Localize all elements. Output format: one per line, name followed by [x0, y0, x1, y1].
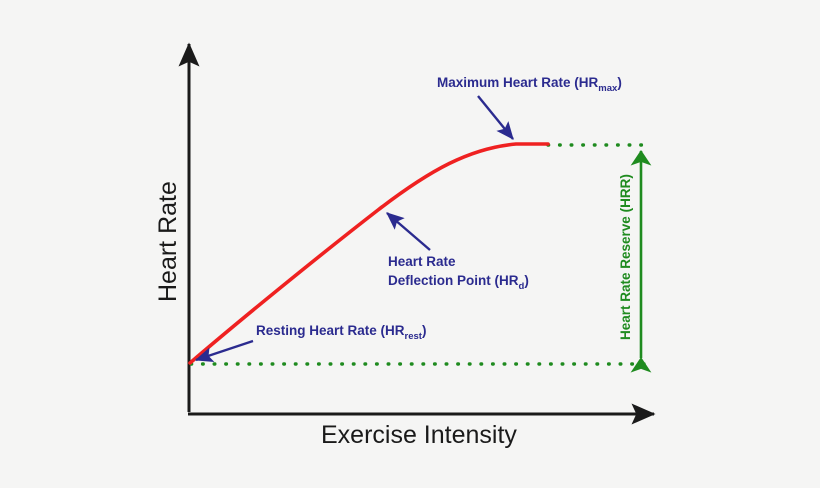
max-heart-rate-label-main: Maximum Heart Rate (HR — [437, 75, 599, 90]
deflection-point-label-line1: Heart Rate — [388, 254, 456, 269]
deflection-point-label-tail: ) — [524, 273, 529, 288]
heart-rate-reserve-group: Heart Rate Reserve (HRR) — [618, 149, 652, 373]
heart-rate-curve-group — [188, 142, 550, 365]
resting-heart-rate-annotation: Resting Heart Rate (HRrest) — [194, 323, 426, 362]
heart-rate-response-curve — [188, 142, 550, 365]
y-axis-title: Heart Rate — [154, 181, 182, 302]
hrr-label: Heart Rate Reserve (HRR) — [618, 174, 633, 340]
resting-heart-rate-label-tail: ) — [422, 323, 427, 338]
axes-group — [178, 42, 656, 425]
max-heart-rate-label-tail: ) — [617, 75, 622, 90]
x-axis-title: Exercise Intensity — [321, 421, 517, 449]
axis-titles-group: Exercise Intensity Heart Rate — [154, 181, 517, 449]
deflection-point-label-subscript: d — [519, 281, 525, 292]
deflection-point-label-line2: Deflection Point (HRd) — [388, 273, 529, 292]
max-heart-rate-leader-arrow — [477, 95, 514, 140]
resting-heart-rate-leader-arrow — [194, 339, 254, 362]
deflection-point-leader-arrow — [386, 212, 431, 251]
resting-heart-rate-label-main: Resting Heart Rate (HR — [256, 323, 405, 338]
resting-heart-rate-label-subscript: rest — [405, 331, 423, 342]
maximum-heart-rate-annotation: Maximum Heart Rate (HRmax) — [437, 75, 622, 140]
reference-lines-group — [189, 143, 654, 366]
max-heart-rate-label-subscript: max — [598, 83, 618, 94]
deflection-point-annotation: Heart Rate Deflection Point (HRd) — [386, 212, 529, 292]
resting-heart-rate-label: Resting Heart Rate (HRrest) — [256, 323, 426, 342]
deflection-point-label-main: Deflection Point (HR — [388, 273, 519, 288]
max-heart-rate-label: Maximum Heart Rate (HRmax) — [437, 75, 622, 94]
